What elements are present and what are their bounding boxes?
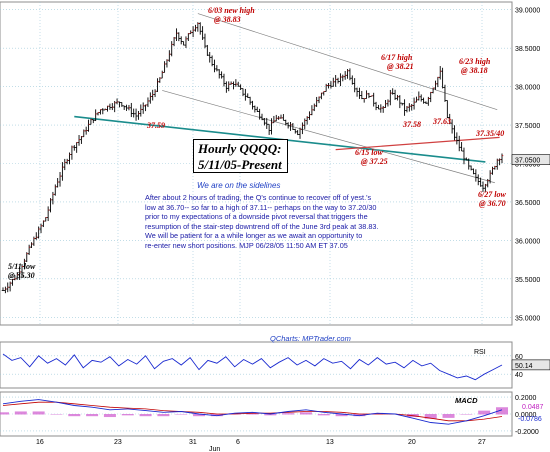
macd-histogram-bar — [175, 414, 188, 415]
rsi-value: 50.14 — [515, 363, 533, 370]
macd-panel: 0.2000 0.0000 -0.2000 MACD 0.0487 -0.0786 — [0, 391, 544, 437]
commentary-line: We will be patient for a a while longer … — [145, 231, 363, 241]
price-tick-label: 38.0000 — [515, 85, 540, 92]
macd-histogram-bar — [86, 414, 99, 417]
chart-subtitle: 5/11/05-Present — [198, 157, 282, 172]
commentary-line: resumption of the stair-step downtrend o… — [145, 221, 379, 231]
macd-histogram-bar — [496, 407, 508, 415]
macd-tick-label: -0.2000 — [515, 429, 539, 436]
macd-histogram-bar — [478, 410, 491, 415]
price-tick-label: 36.0000 — [515, 238, 540, 245]
price-tick-label: 37.0000 — [515, 162, 540, 169]
time-tick-label: 20 — [408, 439, 416, 446]
annotation-0511-low: 5/11 low @ 35.30 — [8, 262, 36, 280]
time-tick-label: 31 — [189, 439, 197, 446]
rsi-line — [2, 353, 503, 381]
channel-lower-line — [162, 90, 495, 184]
annotation-0617-high: 6/17 high @ 38.21 — [381, 53, 414, 71]
macd-tick-label: 0.2000 — [515, 395, 537, 402]
macd-histogram-bar — [282, 413, 295, 415]
price-tick-label: 39.0000 — [515, 8, 540, 15]
macd-histogram-bar — [210, 414, 223, 417]
annotation-0603-high: 6/03 new high @ 38.83 — [208, 6, 255, 24]
macd-histogram-bar — [0, 412, 9, 415]
chart-title: Hourly QQQQ: — [198, 141, 282, 156]
macd-line — [2, 399, 503, 425]
chart-credit: QCharts: MPTrader.com — [270, 334, 351, 343]
candles — [1, 22, 504, 294]
annotation-3735-40: 37.35/40 — [476, 129, 505, 138]
last-price-label: 37.0500 — [515, 158, 540, 165]
rsi-value-box — [511, 359, 550, 371]
price-axis: 39.0000 38.5000 38.0000 37.5000 37.0000 36.50… — [511, 8, 550, 322]
macd-histogram-bar — [424, 414, 437, 419]
time-tick-label: 27 — [478, 439, 486, 446]
macd-label: MACD — [455, 396, 478, 405]
macd-histogram-bar — [193, 414, 206, 417]
price-tick-label: 35.0000 — [515, 315, 540, 322]
commentary: After about 2 hours of trading, the Q's … — [145, 193, 410, 251]
resistance-line — [335, 136, 500, 151]
commentary-line: After about 2 hours of trading, the Q's … — [145, 193, 372, 202]
macd-histogram-bar — [50, 414, 63, 415]
macd-histogram-bar — [299, 412, 312, 415]
annotation-0615-low: 6/15 low @ 37.25 — [355, 148, 388, 166]
macd-histogram-bar — [317, 414, 330, 416]
time-tick-label: 16 — [36, 439, 44, 446]
annotation-3763: 37.63 — [433, 117, 451, 126]
rsi-label: RSI — [474, 349, 486, 356]
macd-histogram-bar — [353, 414, 366, 417]
annotation-3759: 37.59 — [147, 121, 165, 130]
time-axis: 16 23 31 6 13 20 27 Jun — [36, 439, 486, 452]
macd-histogram-bar — [14, 411, 27, 415]
macd-value-2: -0.0786 — [518, 416, 542, 423]
price-tick-label: 37.5000 — [515, 123, 540, 130]
macd-histogram-bar — [68, 414, 81, 417]
status-text: We are on the sidelines — [197, 181, 281, 190]
macd-histogram-bar — [460, 414, 473, 415]
price-tick-label: 36.5000 — [515, 200, 540, 207]
macd-histogram-bar — [246, 413, 259, 415]
commentary-line: re-enter new short positions. MJP 06/28/… — [145, 240, 348, 250]
macd-histogram-bar — [335, 414, 348, 417]
commentary-line: low at 36.70-- so far to a high of 37.11… — [145, 202, 377, 212]
macd-histogram-bar — [32, 411, 45, 415]
channel-upper-line — [197, 13, 498, 110]
macd-tick-label: 0.0000 — [515, 412, 537, 419]
rsi-tick-label: 60 — [515, 354, 523, 361]
time-tick-label: 6 — [236, 439, 240, 446]
macd-value-1: 0.0487 — [522, 404, 544, 411]
macd-histogram-bar — [121, 414, 134, 416]
commentary-line: prior to my expectations of a downside p… — [145, 212, 368, 222]
last-price-box — [511, 154, 550, 165]
macd-histogram-bar — [157, 414, 170, 417]
rsi-tick-label: 40 — [515, 372, 523, 379]
rsi-panel: 60 40 RSI 50.14 — [0, 341, 550, 389]
annotation-0627-low: 6/27 low @ 36.70 — [478, 190, 506, 208]
annotation-3758: 37.58 — [403, 120, 421, 129]
rsi-panel-frame — [0, 341, 513, 389]
annotation-0623-high: 6/23 high @ 38.18 — [459, 57, 491, 75]
month-label: Jun — [209, 446, 220, 452]
macd-histogram-bar — [103, 414, 116, 418]
time-tick-label: 13 — [326, 439, 334, 446]
macd-histogram-bar — [264, 414, 277, 416]
macd-histogram-bar — [139, 414, 152, 417]
price-tick-label: 35.5000 — [515, 277, 540, 284]
time-tick-label: 23 — [114, 439, 122, 446]
chart-title-box: Hourly QQQQ: 5/11/05-Present — [193, 139, 288, 173]
macd-signal-line — [2, 401, 503, 422]
macd-histogram-bar — [442, 414, 455, 418]
price-tick-label: 38.5000 — [515, 46, 540, 53]
